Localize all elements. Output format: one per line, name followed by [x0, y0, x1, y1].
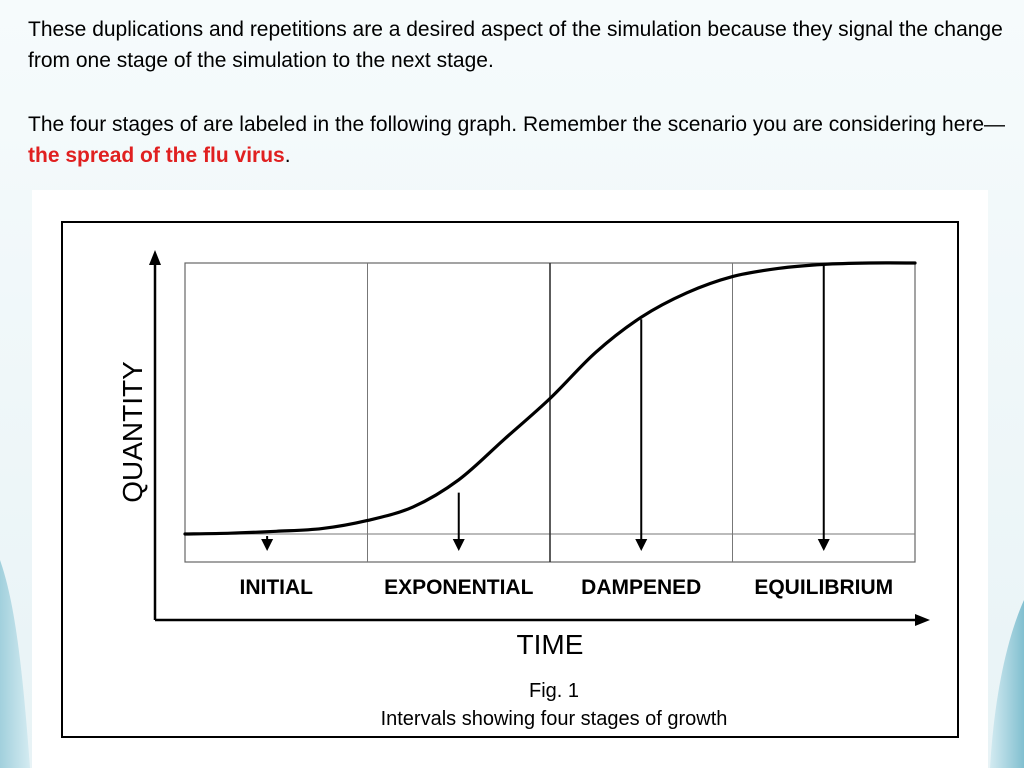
stage-arrowhead-4 [817, 539, 830, 551]
y-axis-arrowhead [149, 250, 161, 265]
stage-label-initial: INITIAL [240, 576, 314, 599]
figure-frame [61, 221, 959, 738]
growth-curve [183, 261, 917, 536]
stage-label-equilibrium: EQUILIBRIUM [754, 576, 893, 599]
stage-label-dampened: DAMPENED [581, 576, 701, 599]
paragraph-prefix: The four stages of are labeled in the fo… [28, 113, 1006, 136]
paragraph-duplications: These duplications and repetitions are a… [28, 18, 1003, 72]
paragraph-four-stages: The four stages of are labeled in the fo… [28, 109, 1008, 171]
paragraph-suffix: . [284, 144, 291, 167]
y-axis-label: QUANTITY [117, 361, 148, 503]
right-wave-decoration [990, 600, 1024, 768]
stage-arrowhead-2 [452, 539, 465, 551]
highlight-flu-virus: the spread of the flu virus [28, 144, 285, 167]
x-axis-label: TIME [517, 629, 584, 660]
stage-arrowhead-1 [261, 539, 274, 551]
left-wave-decoration [0, 560, 30, 768]
stage-label-exponential: EXPONENTIAL [384, 576, 534, 599]
x-axis-arrowhead [915, 614, 930, 626]
stage-arrowhead-3 [635, 539, 648, 551]
figure-caption-text: Intervals showing four stages of growth [381, 708, 728, 730]
figure-caption-number: Fig. 1 [529, 680, 579, 702]
